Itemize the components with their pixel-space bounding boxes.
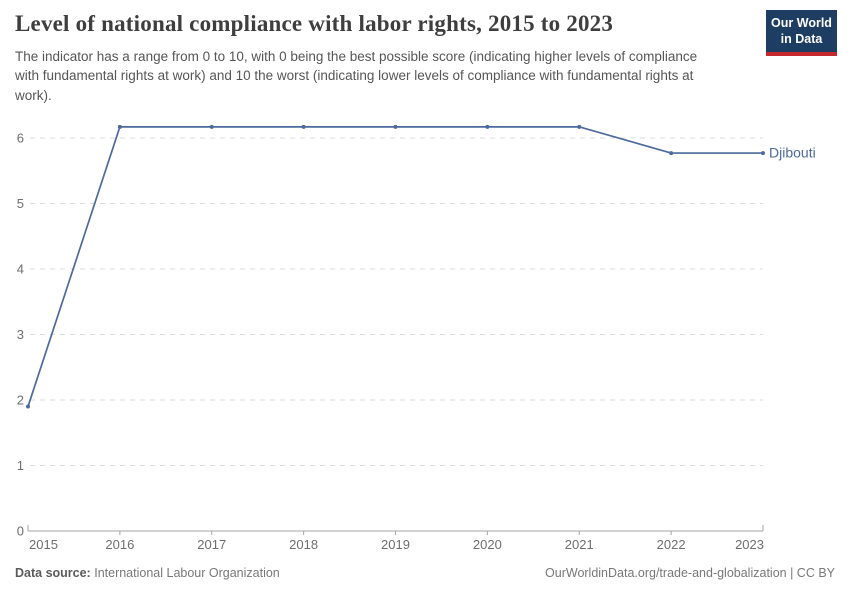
page-title: Level of national compliance with labor … [15, 11, 614, 36]
data-source-value: International Labour Organization [94, 566, 280, 580]
data-point-2018[interactable] [301, 124, 306, 129]
data-point-2017[interactable] [209, 124, 214, 129]
data-point-2016[interactable] [117, 124, 122, 129]
y-tick-label-3: 3 [17, 327, 24, 342]
chart-footer: Data source: International Labour Organi… [15, 566, 835, 586]
x-tick-label-2023: 2023 [735, 537, 764, 552]
series-line-djibouti[interactable] [27, 126, 764, 408]
y-tick-label-1: 1 [17, 458, 24, 473]
data-point-2021[interactable] [577, 124, 582, 129]
x-tick-label-2022: 2022 [657, 537, 686, 552]
y-tick-label-0: 0 [17, 524, 24, 539]
y-tick-label-6: 6 [17, 131, 24, 146]
x-tick-label-2021: 2021 [565, 537, 594, 552]
x-tick-label-2020: 2020 [473, 537, 502, 552]
x-tick-label-2018: 2018 [289, 537, 318, 552]
credit-line: OurWorldinData.org/trade-and-globalizati… [545, 566, 835, 580]
x-tick-label-2019: 2019 [381, 537, 410, 552]
data-point-2023[interactable] [761, 151, 765, 156]
data-point-2022[interactable] [669, 151, 674, 156]
y-tick-label-5: 5 [17, 196, 24, 211]
series-end-label[interactable]: Djibouti [769, 145, 816, 161]
data-point-2020[interactable] [485, 124, 490, 129]
chart-subtitle: The indicator has a range from 0 to 10, … [15, 48, 698, 103]
data-source: Data source: International Labour Organi… [15, 566, 280, 580]
data-point-2015[interactable] [26, 404, 30, 409]
data-source-label: Data source: [15, 566, 91, 580]
chart-header: Level of national compliance with labor … [15, 10, 837, 105]
y-tick-label-2: 2 [17, 393, 24, 408]
data-point-2019[interactable] [393, 124, 398, 129]
owid-logo-line2: in Data [780, 32, 823, 47]
owid-logo-line1: Our World [771, 16, 832, 30]
y-tick-label-4: 4 [17, 262, 24, 277]
x-tick-label-2017: 2017 [197, 537, 226, 552]
x-tick-label-2015: 2015 [29, 537, 58, 552]
x-tick-label-2016: 2016 [105, 537, 134, 552]
owid-logo[interactable]: Our World in Data [766, 10, 837, 56]
